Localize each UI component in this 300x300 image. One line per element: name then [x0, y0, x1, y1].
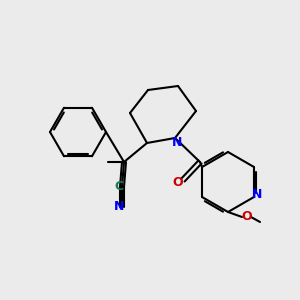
- Text: O: O: [242, 211, 252, 224]
- Text: N: N: [114, 200, 124, 214]
- Text: N: N: [252, 188, 262, 202]
- Text: C: C: [114, 181, 124, 194]
- Text: O: O: [173, 176, 183, 190]
- Text: N: N: [172, 136, 182, 148]
